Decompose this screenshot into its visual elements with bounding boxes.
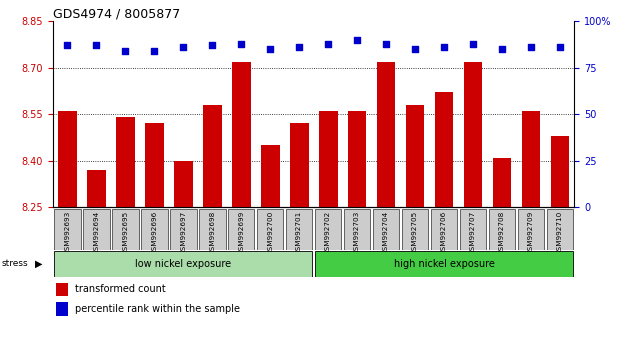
Bar xyxy=(112,209,138,250)
Text: GSM992695: GSM992695 xyxy=(122,211,128,255)
Bar xyxy=(289,124,309,207)
Bar xyxy=(551,136,569,207)
Bar xyxy=(373,209,399,250)
Bar xyxy=(232,62,251,207)
Bar xyxy=(202,105,222,207)
Bar xyxy=(141,209,168,250)
Bar xyxy=(492,158,512,207)
Bar xyxy=(257,209,283,250)
Bar xyxy=(261,145,279,207)
Point xyxy=(236,41,246,46)
Bar xyxy=(315,251,573,277)
Point xyxy=(352,37,362,42)
Text: high nickel exposure: high nickel exposure xyxy=(394,259,494,269)
Point xyxy=(468,41,478,46)
Text: GDS4974 / 8005877: GDS4974 / 8005877 xyxy=(53,7,180,20)
Bar xyxy=(174,161,193,207)
Text: GSM992693: GSM992693 xyxy=(65,211,70,255)
Point xyxy=(120,48,130,54)
Text: GSM992701: GSM992701 xyxy=(296,211,302,255)
Text: stress: stress xyxy=(1,259,28,268)
Text: GSM992694: GSM992694 xyxy=(93,211,99,255)
Point xyxy=(526,45,536,50)
Bar xyxy=(319,111,338,207)
Bar xyxy=(431,209,457,250)
Text: GSM992696: GSM992696 xyxy=(152,211,157,255)
Text: GSM992698: GSM992698 xyxy=(209,211,215,255)
Bar xyxy=(145,124,164,207)
Text: GSM992697: GSM992697 xyxy=(180,211,186,255)
Bar xyxy=(546,209,573,250)
Bar xyxy=(286,209,312,250)
Text: GSM992705: GSM992705 xyxy=(412,211,418,255)
Text: GSM992707: GSM992707 xyxy=(470,211,476,255)
Bar xyxy=(464,62,483,207)
Bar xyxy=(402,209,428,250)
Point xyxy=(555,45,565,50)
Point xyxy=(439,45,449,50)
Point xyxy=(265,46,275,52)
Point xyxy=(410,46,420,52)
Text: low nickel exposure: low nickel exposure xyxy=(135,259,231,269)
Bar xyxy=(228,209,255,250)
Point xyxy=(178,45,188,50)
Text: percentile rank within the sample: percentile rank within the sample xyxy=(75,304,240,314)
Point xyxy=(497,46,507,52)
Point xyxy=(149,48,159,54)
Bar xyxy=(199,209,225,250)
Bar xyxy=(116,117,135,207)
Point xyxy=(62,42,72,48)
Bar xyxy=(377,62,396,207)
Bar xyxy=(54,251,312,277)
Bar xyxy=(406,105,425,207)
Text: GSM992699: GSM992699 xyxy=(238,211,244,255)
Text: GSM992708: GSM992708 xyxy=(499,211,505,255)
Text: GSM992704: GSM992704 xyxy=(383,211,389,255)
Text: ▶: ▶ xyxy=(35,259,43,269)
Bar xyxy=(83,209,109,250)
Bar xyxy=(348,111,366,207)
Point xyxy=(323,41,333,46)
Bar xyxy=(522,111,540,207)
Text: transformed count: transformed count xyxy=(75,285,165,295)
Bar xyxy=(170,209,196,250)
Point xyxy=(294,45,304,50)
Text: GSM992703: GSM992703 xyxy=(354,211,360,255)
Bar xyxy=(58,111,77,207)
Bar xyxy=(344,209,370,250)
Text: GSM992709: GSM992709 xyxy=(528,211,534,255)
Bar xyxy=(489,209,515,250)
Point xyxy=(381,41,391,46)
Bar xyxy=(315,209,342,250)
Bar xyxy=(518,209,544,250)
Text: GSM992700: GSM992700 xyxy=(267,211,273,255)
Text: GSM992702: GSM992702 xyxy=(325,211,331,255)
Bar xyxy=(435,92,453,207)
Bar xyxy=(56,302,68,316)
Bar xyxy=(460,209,486,250)
Point xyxy=(207,42,217,48)
Bar xyxy=(87,170,106,207)
Text: GSM992706: GSM992706 xyxy=(441,211,447,255)
Bar xyxy=(56,283,68,297)
Text: GSM992710: GSM992710 xyxy=(557,211,563,255)
Bar xyxy=(54,209,81,250)
Point xyxy=(91,42,101,48)
